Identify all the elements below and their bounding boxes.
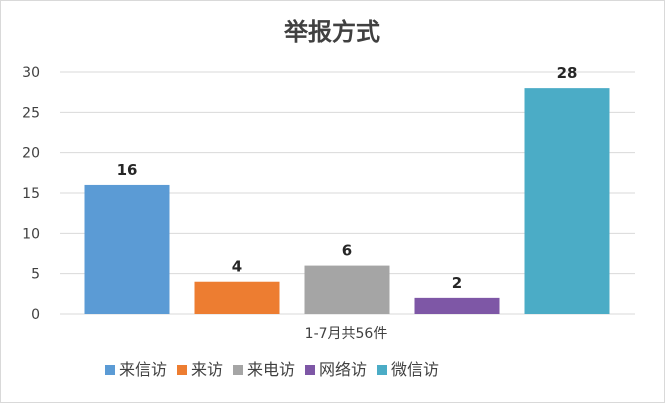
x-category-label: 1-7月共56件 xyxy=(305,326,388,342)
y-tick-label: 30 xyxy=(22,65,40,81)
y-tick-label: 5 xyxy=(31,267,40,283)
legend-swatch xyxy=(105,365,115,375)
data-label: 16 xyxy=(117,161,138,179)
data-label: 6 xyxy=(342,242,352,260)
data-label: 28 xyxy=(557,64,578,82)
legend-label: 网络访 xyxy=(319,360,367,379)
chart-title: 举报方式 xyxy=(283,18,380,46)
bar xyxy=(84,184,170,314)
legend-swatch xyxy=(233,365,243,375)
y-tick-label: 0 xyxy=(31,307,40,323)
legend: 来信访 来访 来电访 网络访 微信访 xyxy=(105,360,439,379)
bar xyxy=(524,88,610,314)
legend-label: 微信访 xyxy=(391,360,439,379)
legend-swatch xyxy=(177,365,187,375)
legend-label: 来信访 xyxy=(119,360,167,379)
bar xyxy=(304,265,390,314)
y-axis-ticks: 0 5 10 15 20 25 30 xyxy=(22,65,40,323)
y-tick-label: 15 xyxy=(22,186,40,202)
y-tick-label: 25 xyxy=(22,105,40,121)
legend-swatch xyxy=(305,365,315,375)
y-tick-label: 20 xyxy=(22,146,40,162)
legend-swatch xyxy=(377,365,387,375)
bar xyxy=(414,297,500,314)
legend-label: 来访 xyxy=(191,360,223,379)
data-label: 2 xyxy=(452,274,462,292)
data-labels: 16 4 6 2 28 xyxy=(117,64,578,292)
bar xyxy=(194,281,280,314)
legend-label: 来电访 xyxy=(247,360,295,379)
y-tick-label: 10 xyxy=(22,226,40,242)
bars xyxy=(84,88,610,314)
data-label: 4 xyxy=(232,258,242,276)
